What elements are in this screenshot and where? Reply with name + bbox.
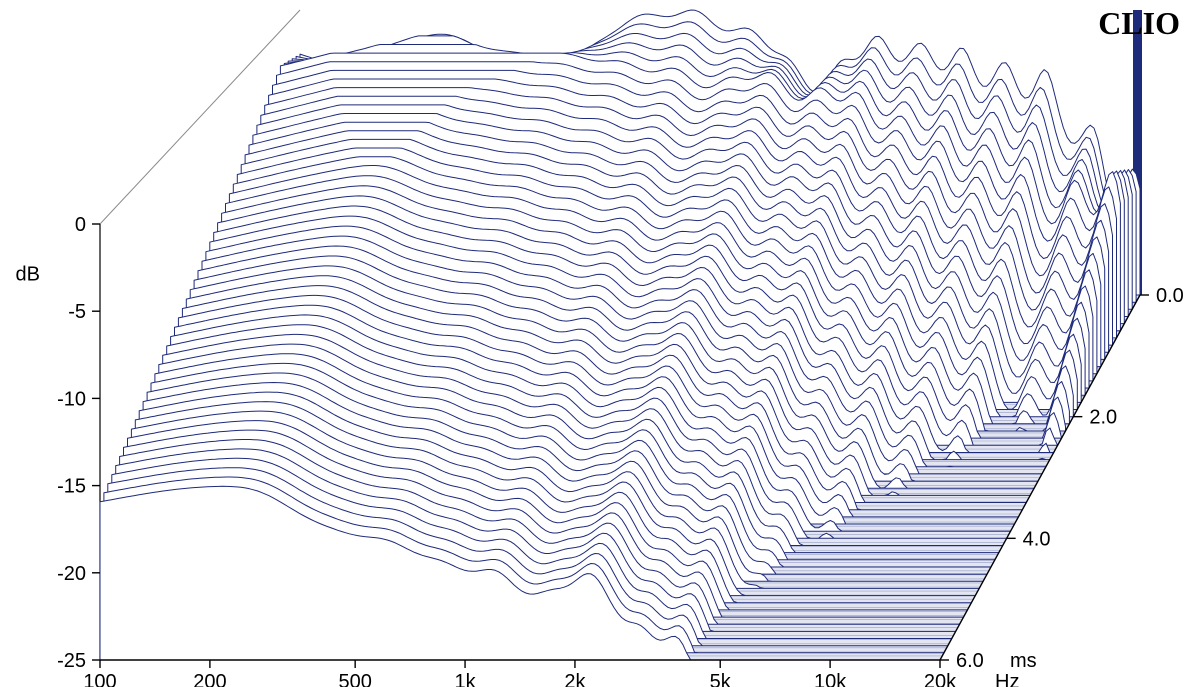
db-tick-label: -10 — [57, 388, 86, 410]
hz-tick-label: 20k — [924, 671, 957, 687]
ms-tick-label: 0.0 — [1156, 285, 1184, 307]
db-tick-label: -20 — [57, 563, 86, 585]
db-axis-label: dB — [16, 264, 40, 286]
hz-tick-label: 100 — [83, 671, 116, 687]
ms-tick-label: 4.0 — [1023, 528, 1051, 550]
ms-axis-label: ms — [1010, 650, 1037, 672]
hz-tick-label: 500 — [338, 671, 371, 687]
hz-tick-label: 200 — [193, 671, 226, 687]
ms-tick-label: 2.0 — [1089, 407, 1117, 429]
waterfall-plot: 0 -5 -10 -15 -20 -25 dB 100 200 500 1k 2k 5k 10k 20k Hz… — [0, 0, 1200, 687]
hz-tick-label: 2k — [564, 671, 586, 687]
db-tick-label: -25 — [57, 650, 86, 672]
hz-tick-label: 5k — [710, 671, 732, 687]
hz-axis-label: Hz — [995, 671, 1019, 687]
watermark: CLIO — [1098, 5, 1180, 41]
hz-tick-label: 1k — [454, 671, 476, 687]
db-tick-label: -15 — [57, 476, 86, 498]
db-tick-label: -5 — [68, 301, 86, 323]
db-tick-label: 0 — [75, 214, 86, 236]
ms-tick-label: 6.0 — [956, 650, 984, 672]
hz-tick-label: 10k — [814, 671, 847, 687]
